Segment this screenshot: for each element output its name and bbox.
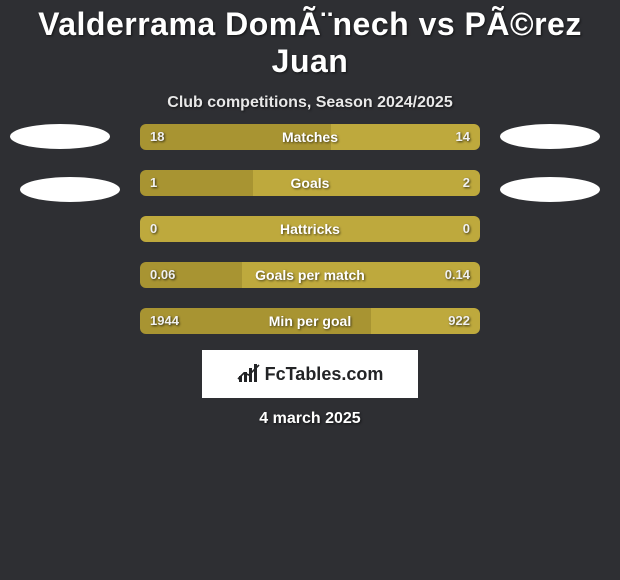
subtitle: Club competitions, Season 2024/2025 — [0, 94, 620, 112]
stat-seg-a — [140, 124, 331, 150]
stat-seg-b — [140, 216, 480, 242]
side-ellipse — [20, 177, 120, 202]
bar-chart-icon — [237, 364, 261, 384]
comparison-card: Valderrama DomÃ¨nech vs PÃ©rez Juan Club… — [0, 0, 620, 580]
stat-seg-a — [140, 262, 242, 288]
brand-inner: FcTables.com — [237, 364, 384, 385]
stat-row-hattricks: 0 Hattricks 0 — [140, 216, 480, 242]
side-ellipse — [500, 124, 600, 149]
side-ellipse — [500, 177, 600, 202]
side-ellipse — [10, 124, 110, 149]
stat-seg-a — [140, 170, 253, 196]
brand-text: FcTables.com — [265, 364, 384, 385]
brand-box: FcTables.com — [202, 350, 418, 398]
stat-seg-a — [140, 308, 371, 334]
page-title: Valderrama DomÃ¨nech vs PÃ©rez Juan — [0, 0, 620, 80]
stat-row-mpg: 1944 Min per goal 922 — [140, 308, 480, 334]
stat-seg-b — [331, 124, 480, 150]
stat-row-matches: 18 Matches 14 — [140, 124, 480, 150]
stat-row-gpm: 0.06 Goals per match 0.14 — [140, 262, 480, 288]
stat-row-goals: 1 Goals 2 — [140, 170, 480, 196]
stat-seg-b — [242, 262, 480, 288]
stat-seg-b — [371, 308, 480, 334]
stat-seg-b — [253, 170, 480, 196]
stats-bars: 18 Matches 14 1 Goals 2 0 Hattricks 0 0.… — [140, 124, 480, 354]
date-line: 4 march 2025 — [0, 410, 620, 428]
